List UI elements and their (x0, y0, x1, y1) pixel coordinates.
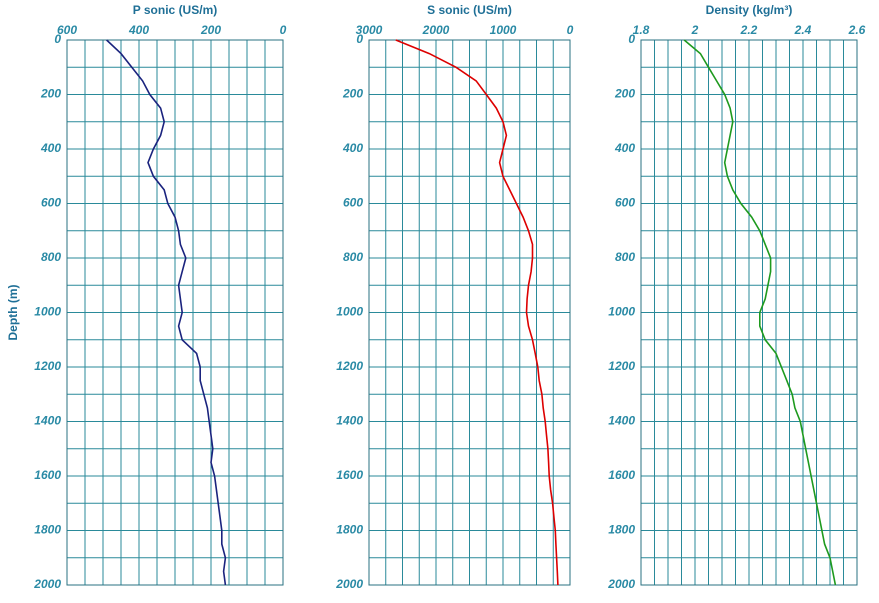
x-tick-label: 2.4 (794, 23, 812, 37)
y-tick-label: 600 (615, 196, 635, 210)
y-tick-label: 200 (342, 87, 363, 101)
y-tick-label: 800 (343, 250, 363, 264)
y-tick-label: 1800 (34, 523, 61, 537)
plot-frame (368, 39, 571, 586)
y-tick-label: 0 (628, 32, 635, 46)
y-tick-label: 1400 (608, 414, 635, 428)
y-tick-label: 2000 (335, 577, 363, 591)
y-tick-label: 2000 (33, 577, 61, 591)
y-tick-label: 400 (342, 141, 363, 155)
y-tick-label: 2000 (607, 577, 635, 591)
y-tick-label: 400 (40, 141, 61, 155)
y-tick-label: 1400 (34, 414, 61, 428)
y-tick-label: 0 (54, 32, 61, 46)
plot-frame (640, 39, 858, 586)
chart-title: S sonic (US/m) (427, 3, 512, 17)
x-tick-label: 3000 (356, 23, 383, 37)
x-tick-label: 1.8 (633, 23, 650, 37)
log-curve (395, 39, 559, 586)
x-tick-label: 2.6 (848, 23, 866, 37)
chart-title: P sonic (US/m) (133, 3, 217, 17)
x-tick-label: 600 (57, 23, 77, 37)
x-tick-label: 2 (691, 23, 699, 37)
y-tick-label: 600 (343, 196, 363, 210)
x-tick-label: 400 (128, 23, 149, 37)
chart-title: Density (kg/m³) (706, 3, 793, 17)
y-tick-label: 200 (40, 87, 61, 101)
y-tick-label: 1600 (336, 468, 363, 482)
y-tick-label: 1800 (608, 523, 635, 537)
y-tick-label: 800 (615, 250, 635, 264)
y-tick-label: 1600 (608, 468, 635, 482)
y-tick-label: 600 (41, 196, 61, 210)
y-tick-label: 1600 (34, 468, 61, 482)
x-tick-label: 0 (280, 23, 287, 37)
y-tick-label: 1000 (336, 305, 363, 319)
y-tick-label: 0 (356, 32, 363, 46)
x-tick-label: 2000 (422, 23, 450, 37)
log-curve (106, 39, 227, 586)
x-tick-label: 200 (200, 23, 221, 37)
y-tick-label: 800 (41, 250, 61, 264)
x-tick-label: 2.2 (740, 23, 758, 37)
y-tick-label: 1800 (336, 523, 363, 537)
y-tick-label: 1200 (34, 359, 61, 373)
y-tick-label: 1400 (336, 414, 363, 428)
y-axis-label: Depth (m) (6, 285, 20, 341)
x-tick-label: 1000 (490, 23, 517, 37)
y-tick-label: 1000 (608, 305, 635, 319)
y-tick-label: 1200 (336, 359, 363, 373)
log-curve (683, 39, 837, 586)
y-tick-label: 200 (614, 87, 635, 101)
y-tick-label: 400 (614, 141, 635, 155)
y-tick-label: 1200 (608, 359, 635, 373)
plot-frame (66, 39, 284, 586)
x-tick-label: 0 (567, 23, 574, 37)
y-tick-label: 1000 (34, 305, 61, 319)
